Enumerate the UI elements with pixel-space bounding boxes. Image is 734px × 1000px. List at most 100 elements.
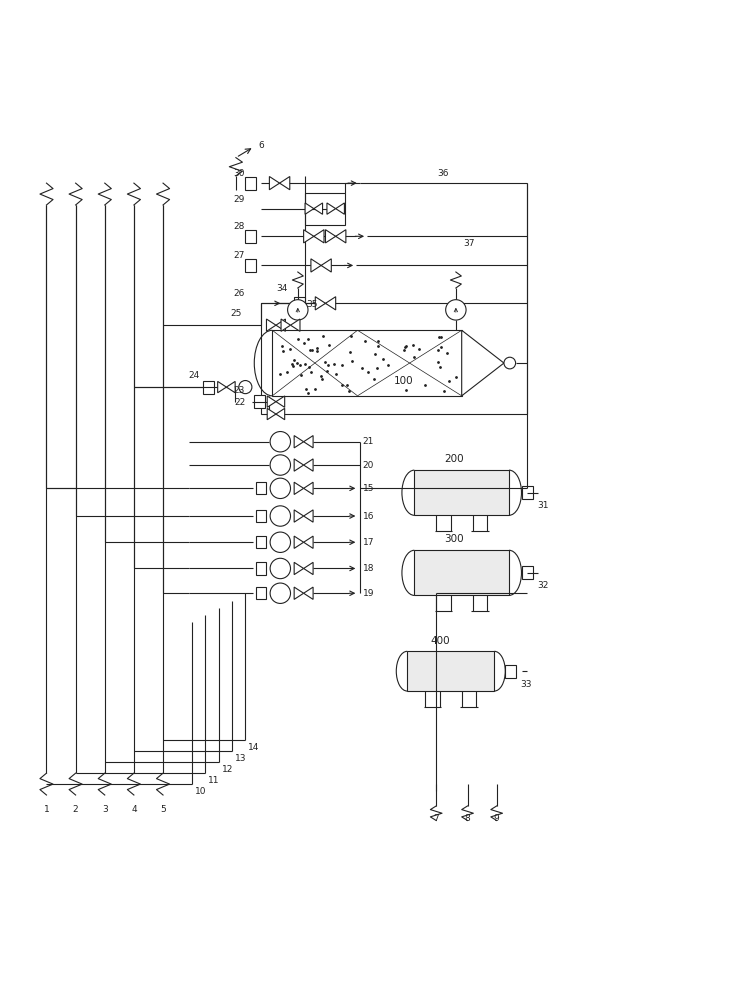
Bar bbox=[256, 510, 266, 522]
Polygon shape bbox=[325, 297, 335, 310]
Polygon shape bbox=[294, 436, 304, 448]
Polygon shape bbox=[294, 587, 304, 599]
Polygon shape bbox=[335, 230, 346, 243]
Polygon shape bbox=[304, 230, 314, 243]
Polygon shape bbox=[269, 176, 280, 190]
Bar bbox=[256, 562, 266, 575]
Bar bbox=[256, 587, 266, 599]
Polygon shape bbox=[276, 319, 286, 331]
Text: 11: 11 bbox=[208, 776, 219, 785]
Text: 29: 29 bbox=[234, 195, 245, 204]
Circle shape bbox=[270, 558, 291, 579]
Text: 18: 18 bbox=[363, 564, 374, 573]
Text: 22: 22 bbox=[234, 398, 245, 407]
Polygon shape bbox=[304, 482, 313, 495]
Text: 15: 15 bbox=[363, 484, 374, 493]
Bar bbox=[415, 550, 509, 595]
Polygon shape bbox=[462, 330, 504, 396]
Polygon shape bbox=[280, 176, 290, 190]
Bar bbox=[407, 651, 494, 691]
Text: 1: 1 bbox=[43, 805, 49, 814]
Text: 32: 32 bbox=[537, 581, 549, 590]
Text: 4: 4 bbox=[131, 805, 137, 814]
Text: 36: 36 bbox=[437, 169, 449, 178]
Text: 25: 25 bbox=[230, 309, 241, 318]
Polygon shape bbox=[327, 203, 335, 214]
Polygon shape bbox=[294, 536, 304, 548]
Text: 17: 17 bbox=[363, 538, 374, 547]
Text: 3: 3 bbox=[102, 805, 108, 814]
Bar bbox=[255, 395, 266, 408]
Polygon shape bbox=[276, 408, 285, 420]
Polygon shape bbox=[291, 319, 300, 331]
Bar bbox=[203, 381, 214, 394]
Polygon shape bbox=[294, 562, 304, 575]
Polygon shape bbox=[314, 230, 324, 243]
Text: 7: 7 bbox=[433, 814, 439, 823]
Polygon shape bbox=[316, 297, 325, 310]
Polygon shape bbox=[304, 562, 313, 575]
Circle shape bbox=[288, 300, 308, 320]
Bar bbox=[522, 566, 533, 579]
Polygon shape bbox=[267, 408, 276, 420]
Polygon shape bbox=[276, 396, 285, 407]
Polygon shape bbox=[305, 203, 314, 214]
Bar bbox=[505, 665, 516, 678]
Polygon shape bbox=[266, 319, 276, 331]
Text: 2: 2 bbox=[73, 805, 79, 814]
Polygon shape bbox=[304, 536, 313, 548]
Text: 13: 13 bbox=[235, 754, 247, 763]
Text: 35: 35 bbox=[307, 300, 318, 309]
Text: 400: 400 bbox=[430, 636, 450, 646]
Text: 14: 14 bbox=[248, 743, 260, 752]
Circle shape bbox=[270, 583, 291, 603]
Text: 26: 26 bbox=[234, 289, 245, 298]
Text: 300: 300 bbox=[445, 534, 464, 544]
Text: 9: 9 bbox=[494, 814, 500, 823]
Polygon shape bbox=[226, 381, 235, 393]
Polygon shape bbox=[304, 510, 313, 522]
Bar bbox=[256, 536, 266, 548]
Bar bbox=[261, 303, 527, 414]
Circle shape bbox=[270, 478, 291, 499]
Text: 6: 6 bbox=[258, 141, 264, 150]
Text: 5: 5 bbox=[160, 805, 166, 814]
Bar bbox=[522, 486, 533, 499]
Polygon shape bbox=[321, 259, 331, 272]
Polygon shape bbox=[304, 436, 313, 448]
Polygon shape bbox=[267, 396, 276, 407]
Bar bbox=[245, 230, 256, 243]
Text: 34: 34 bbox=[276, 284, 288, 293]
Text: 10: 10 bbox=[195, 787, 207, 796]
Text: 24: 24 bbox=[189, 371, 200, 380]
Text: 33: 33 bbox=[520, 680, 532, 689]
Circle shape bbox=[270, 532, 291, 552]
Polygon shape bbox=[304, 459, 313, 471]
Bar bbox=[415, 470, 509, 515]
Text: 16: 16 bbox=[363, 512, 374, 521]
Circle shape bbox=[239, 381, 252, 394]
Text: 27: 27 bbox=[234, 251, 245, 260]
Text: 12: 12 bbox=[222, 765, 233, 774]
Polygon shape bbox=[218, 381, 226, 393]
Text: 100: 100 bbox=[393, 376, 413, 386]
Circle shape bbox=[504, 357, 515, 369]
Polygon shape bbox=[294, 510, 304, 522]
Text: 19: 19 bbox=[363, 589, 374, 598]
Polygon shape bbox=[294, 482, 304, 495]
Text: 20: 20 bbox=[363, 461, 374, 470]
Bar bbox=[245, 177, 256, 190]
Text: 30: 30 bbox=[233, 169, 245, 178]
Text: 28: 28 bbox=[234, 222, 245, 231]
Polygon shape bbox=[281, 319, 291, 331]
Text: 8: 8 bbox=[465, 814, 470, 823]
Text: 23: 23 bbox=[234, 386, 245, 395]
Circle shape bbox=[270, 506, 291, 526]
Circle shape bbox=[270, 455, 291, 475]
Bar bbox=[272, 330, 462, 396]
Text: 21: 21 bbox=[363, 437, 374, 446]
Polygon shape bbox=[311, 259, 321, 272]
Circle shape bbox=[446, 300, 466, 320]
Text: 37: 37 bbox=[463, 239, 475, 248]
Bar bbox=[245, 259, 256, 272]
